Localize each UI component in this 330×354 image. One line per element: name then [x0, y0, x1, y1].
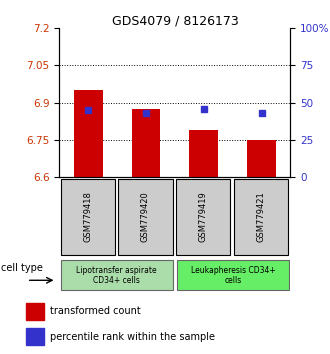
Text: percentile rank within the sample: percentile rank within the sample: [50, 332, 215, 342]
Bar: [176, 179, 230, 255]
Bar: [61, 179, 115, 255]
Bar: [247, 140, 276, 177]
Text: Leukapheresis CD34+
cells: Leukapheresis CD34+ cells: [191, 266, 276, 285]
Bar: [118, 179, 173, 255]
Text: GSM779421: GSM779421: [256, 192, 265, 242]
Text: GSM779420: GSM779420: [141, 192, 150, 242]
Bar: [189, 130, 218, 177]
Bar: [177, 260, 289, 290]
Bar: [132, 109, 160, 177]
Bar: [61, 260, 173, 290]
Text: GSM779419: GSM779419: [199, 192, 208, 242]
Bar: [74, 90, 103, 177]
Text: cell type: cell type: [1, 263, 43, 273]
Bar: [26, 303, 44, 320]
Text: Lipotransfer aspirate
CD34+ cells: Lipotransfer aspirate CD34+ cells: [76, 266, 157, 285]
Title: GDS4079 / 8126173: GDS4079 / 8126173: [112, 14, 238, 27]
Text: transformed count: transformed count: [50, 306, 141, 316]
Bar: [26, 328, 44, 345]
Bar: [234, 179, 288, 255]
Text: GSM779418: GSM779418: [83, 192, 92, 242]
